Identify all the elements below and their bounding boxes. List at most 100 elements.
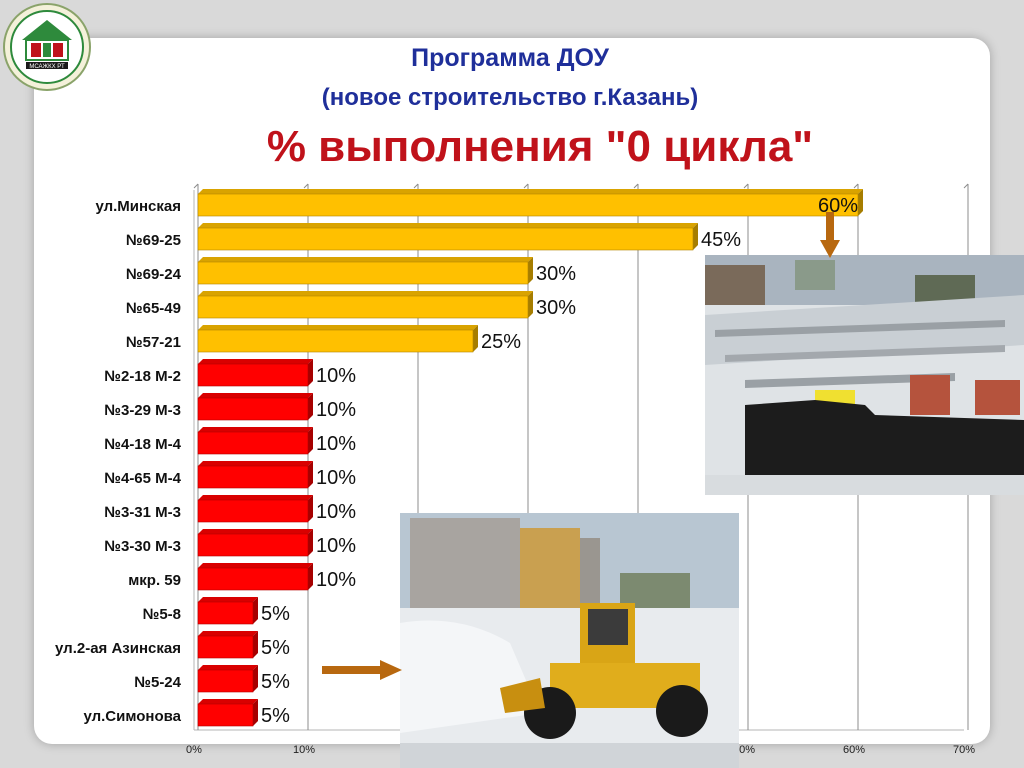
bar-top-face bbox=[198, 223, 698, 228]
bar bbox=[197, 431, 309, 455]
gridline-depth bbox=[853, 183, 859, 189]
bar bbox=[197, 669, 254, 693]
bar bbox=[197, 193, 859, 217]
construction-site-photo bbox=[705, 255, 1024, 495]
value-label: 10% bbox=[316, 365, 356, 387]
value-label: 60% bbox=[818, 195, 858, 217]
photo-loader bbox=[400, 513, 739, 768]
x-tick-label: 60% bbox=[843, 744, 865, 756]
bar-top-face bbox=[198, 427, 313, 432]
gridline-depth bbox=[193, 183, 199, 189]
bar bbox=[197, 261, 529, 285]
bar-top-face bbox=[198, 631, 258, 636]
bar-top-face bbox=[198, 495, 313, 500]
wheel-loader-photo bbox=[400, 513, 739, 768]
bar-top-face bbox=[198, 359, 313, 364]
bar bbox=[197, 635, 254, 659]
value-label: 10% bbox=[316, 467, 356, 489]
bar-side-face bbox=[253, 665, 258, 692]
bar-side-face bbox=[253, 597, 258, 624]
category-label: мкр. 59 bbox=[128, 572, 181, 589]
value-label: 5% bbox=[261, 671, 290, 693]
x-tick-label: 70% bbox=[953, 744, 975, 756]
value-label: 30% bbox=[536, 297, 576, 319]
bar-top-face bbox=[198, 189, 863, 194]
value-labels: 60% 45% 30% 30% 25% 10% 10% 10% 10% 10% 10% 10% 5% 5%… bbox=[261, 195, 858, 727]
value-label: 5% bbox=[261, 637, 290, 659]
category-label: №5-8 bbox=[143, 606, 181, 623]
category-label: №69-25 bbox=[126, 232, 181, 249]
gridline-depth bbox=[413, 183, 419, 189]
chart-headline: % выполнения "0 цикла" bbox=[266, 122, 814, 171]
bar-top-face bbox=[198, 597, 258, 602]
bar-side-face bbox=[528, 257, 533, 284]
category-label: №57-21 bbox=[126, 334, 181, 351]
bar bbox=[197, 329, 474, 353]
chart-bars bbox=[197, 189, 863, 727]
value-label: 25% bbox=[481, 331, 521, 353]
bar-side-face bbox=[858, 189, 863, 216]
bar bbox=[197, 499, 309, 523]
gridline-depth bbox=[303, 183, 309, 189]
category-label: №2-18 М-2 bbox=[104, 368, 181, 385]
bar-top-face bbox=[198, 325, 478, 330]
bar-side-face bbox=[253, 631, 258, 658]
category-label: №3-29 М-3 bbox=[104, 402, 181, 419]
bar bbox=[197, 397, 309, 421]
value-label: 45% bbox=[701, 229, 741, 251]
bar bbox=[197, 295, 529, 319]
value-label: 10% bbox=[316, 399, 356, 421]
value-label: 10% bbox=[316, 535, 356, 557]
category-label: №3-30 М-3 bbox=[104, 538, 181, 555]
ministry-logo: МСАЖКХ РТ bbox=[3, 3, 91, 91]
gridline-depth bbox=[743, 183, 749, 189]
value-label: 5% bbox=[261, 603, 290, 625]
category-labels: ул.Минская №69-25 №69-24 №65-49 №57-21 №2-18 … bbox=[55, 198, 182, 725]
bar-side-face bbox=[308, 495, 313, 522]
bar-side-face bbox=[308, 427, 313, 454]
bar-side-face bbox=[308, 461, 313, 488]
value-label: 30% bbox=[536, 263, 576, 285]
bar-side-face bbox=[473, 325, 478, 352]
category-label: №65-49 bbox=[126, 300, 181, 317]
bar bbox=[197, 533, 309, 557]
value-label: 5% bbox=[261, 705, 290, 727]
category-label: №3-31 М-3 bbox=[104, 504, 181, 521]
category-label: №5-24 bbox=[134, 674, 181, 691]
bar-side-face bbox=[308, 529, 313, 556]
bar-side-face bbox=[253, 699, 258, 726]
category-label: №4-18 М-4 bbox=[104, 436, 181, 453]
bar-top-face bbox=[198, 529, 313, 534]
bar-top-face bbox=[198, 699, 258, 704]
x-tick-label: 0% bbox=[186, 744, 202, 756]
bar bbox=[197, 567, 309, 591]
bar-side-face bbox=[308, 359, 313, 386]
bar-top-face bbox=[198, 563, 313, 568]
bar bbox=[197, 363, 309, 387]
category-label: ул.Минская bbox=[95, 198, 181, 215]
category-label: №69-24 bbox=[126, 266, 182, 283]
gridline-depth bbox=[523, 183, 529, 189]
bar bbox=[197, 465, 309, 489]
bar bbox=[197, 227, 694, 251]
bar-side-face bbox=[693, 223, 698, 250]
logo-text: МСАЖКХ РТ bbox=[29, 64, 65, 70]
bar-side-face bbox=[308, 393, 313, 420]
category-label: №4-65 М-4 bbox=[104, 470, 181, 487]
gridline-depth bbox=[633, 183, 639, 189]
bar bbox=[197, 703, 254, 727]
bar-top-face bbox=[198, 393, 313, 398]
arrow-right-icon bbox=[322, 660, 402, 680]
bar-top-face bbox=[198, 257, 533, 262]
category-label: ул.2-ая Азинская bbox=[55, 640, 181, 657]
photo-foundation bbox=[705, 255, 1024, 495]
bar-side-face bbox=[528, 291, 533, 318]
bar-top-face bbox=[198, 461, 313, 466]
category-label: ул.Симонова bbox=[83, 708, 181, 725]
gridline-depth bbox=[963, 183, 969, 189]
arrow-down-icon bbox=[820, 212, 840, 258]
value-label: 10% bbox=[316, 501, 356, 523]
bar-side-face bbox=[308, 563, 313, 590]
bar bbox=[197, 601, 254, 625]
